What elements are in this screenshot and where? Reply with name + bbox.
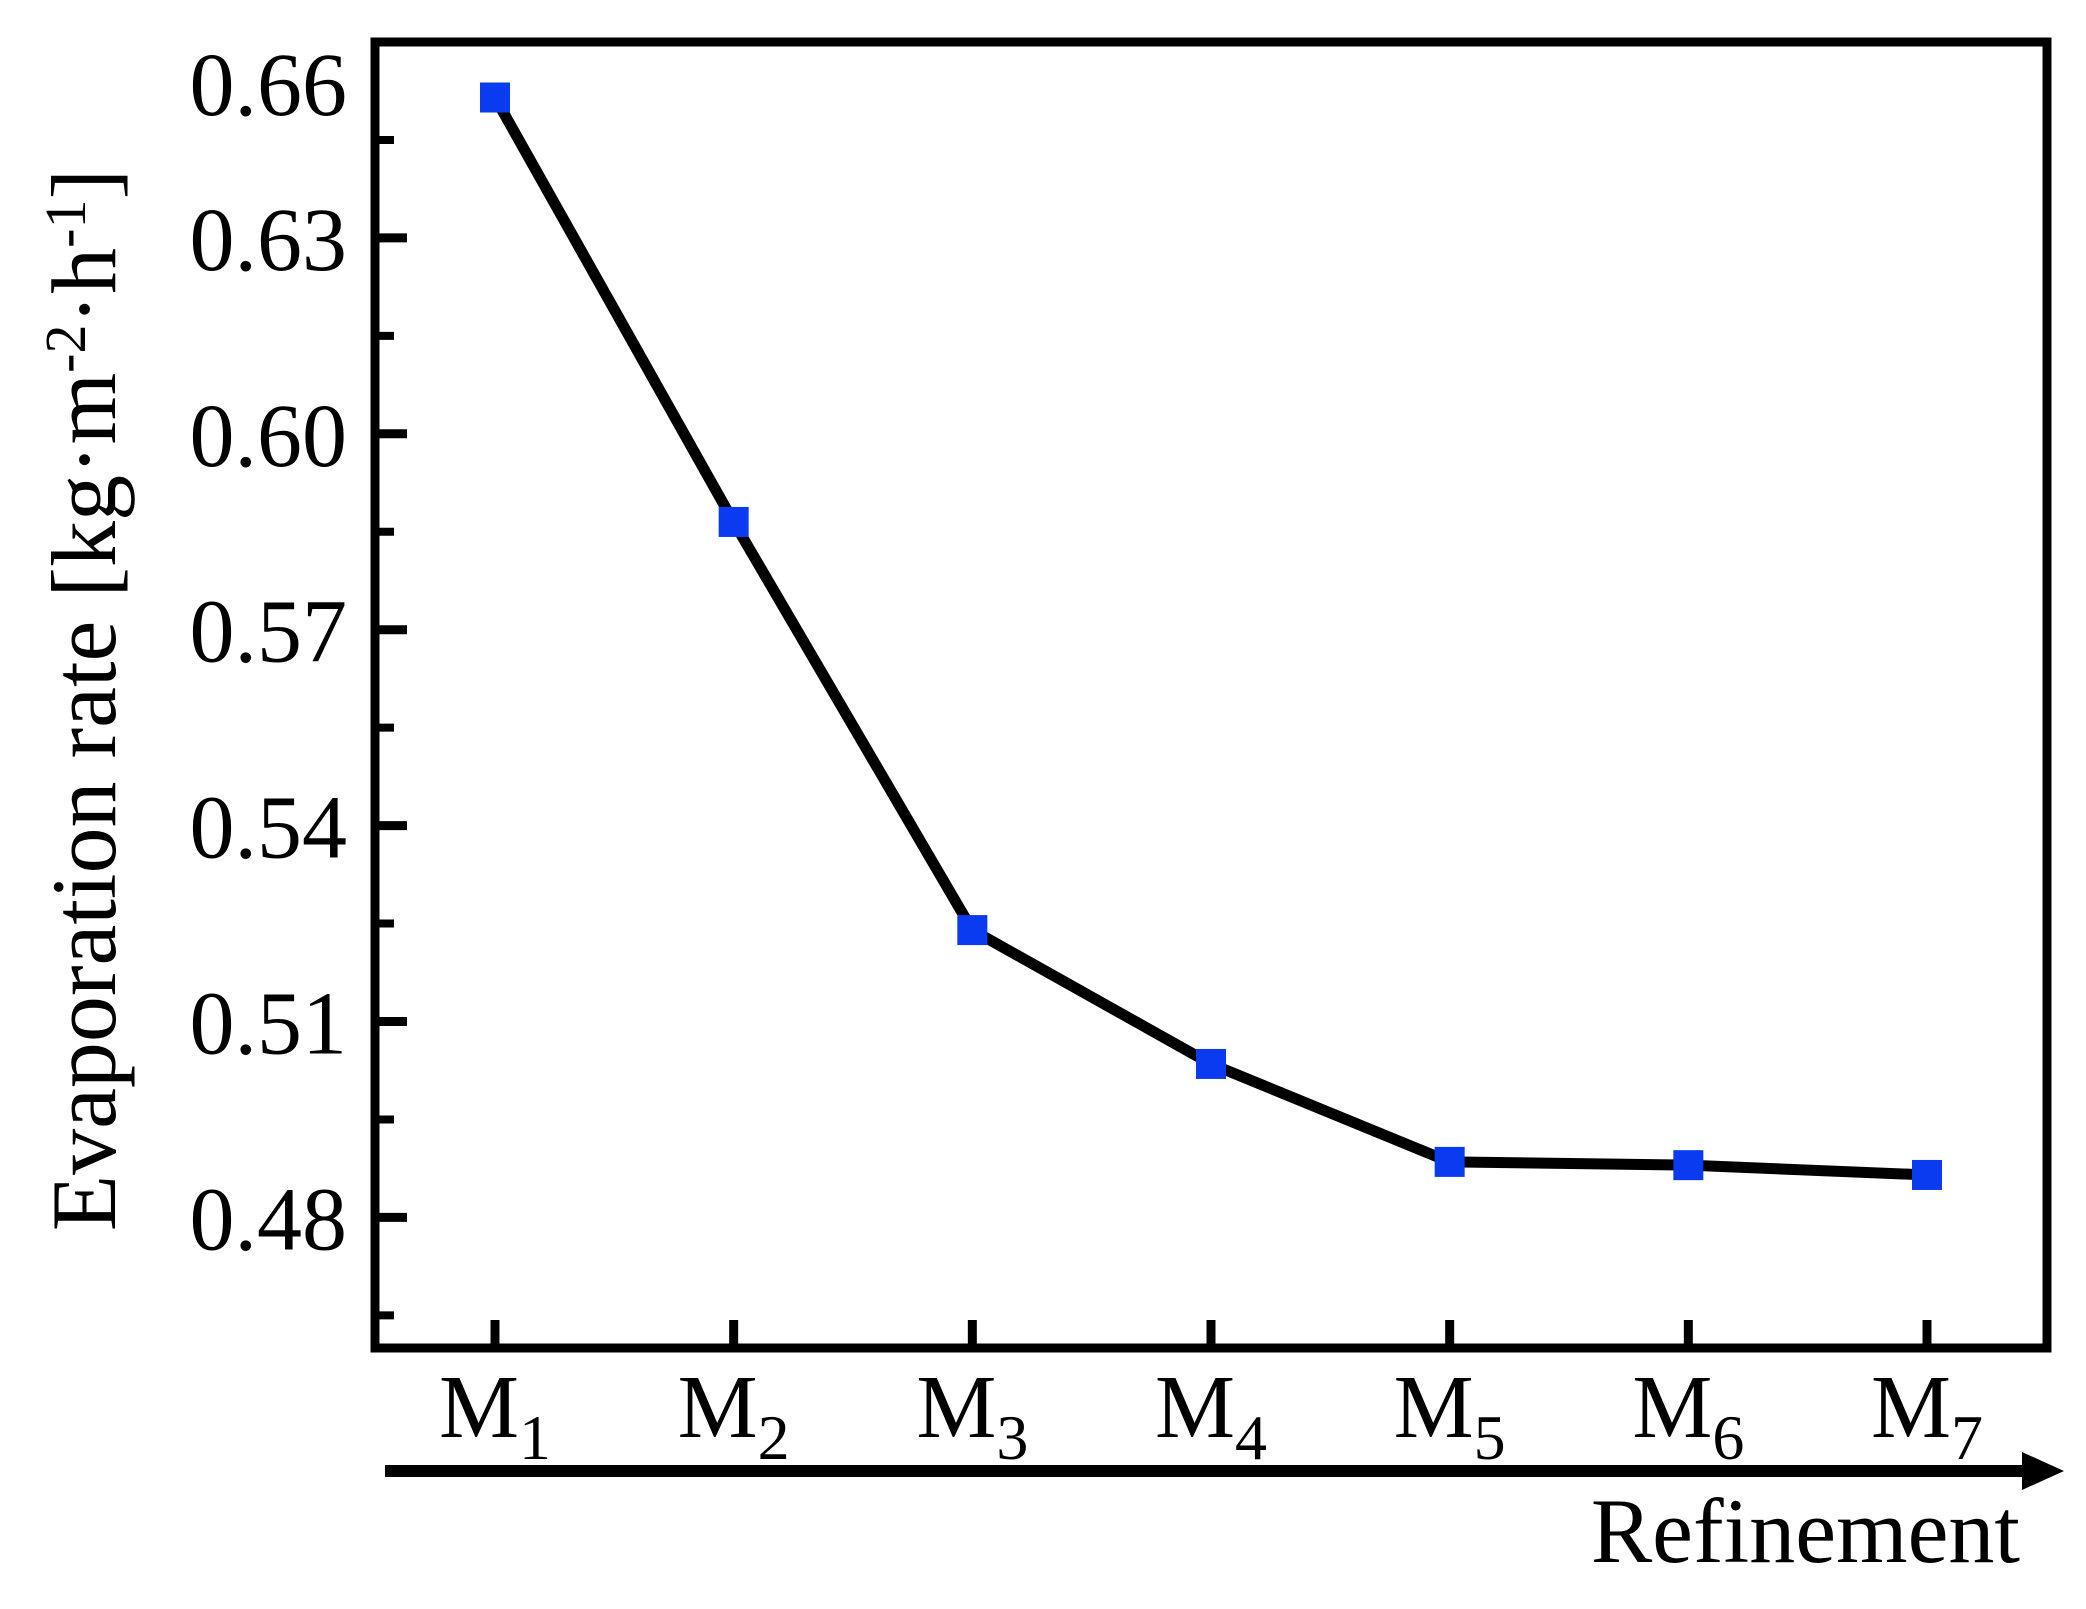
refinement-arrow	[385, 1452, 2064, 1490]
x-axis-ticks	[490, 1320, 1932, 1348]
x-tick-label: M4	[1155, 1358, 1267, 1473]
data-point-marker	[718, 506, 749, 537]
arrow-right-icon	[2022, 1452, 2064, 1490]
y-axis-major-ticks	[375, 37, 407, 1222]
x-tick-label: M3	[916, 1358, 1028, 1473]
data-series-line	[489, 92, 1933, 1181]
y-tick-label: 0.54	[190, 779, 348, 878]
data-point-marker	[1912, 1159, 1942, 1190]
x-tick-label: M6	[1632, 1358, 1744, 1473]
x-axis-tick-labels: M1 M2 M3 M4 M5 M6 M7	[439, 1358, 1983, 1473]
plot-frame	[370, 37, 2052, 1353]
y-tick-label: 0.48	[190, 1170, 348, 1269]
data-point-marker	[480, 82, 510, 113]
y-tick-label: 0.60	[190, 387, 348, 486]
y-tick-label: 0.66	[190, 36, 348, 135]
series-line	[489, 92, 1933, 1181]
y-tick-label: 0.51	[190, 975, 348, 1074]
x-tick-label: M2	[678, 1358, 790, 1473]
x-axis-title: Refinement	[1591, 1480, 2021, 1582]
y-axis-tick-labels: 0.48 0.51 0.54 0.57 0.60 0.63 0.66	[190, 36, 348, 1269]
data-series-markers	[480, 82, 1942, 1190]
data-point-marker	[1673, 1150, 1704, 1181]
x-tick-label: M1	[439, 1358, 551, 1473]
x-tick-label: M5	[1394, 1358, 1506, 1473]
x-tick-label: M7	[1871, 1358, 1983, 1473]
y-axis-title: Evaporation rate [kg·m-2·h-1]	[33, 169, 135, 1231]
y-tick-label: 0.63	[190, 191, 348, 290]
data-point-marker	[957, 915, 988, 946]
data-point-marker	[1434, 1146, 1465, 1177]
y-tick-label: 0.57	[190, 583, 348, 682]
y-axis-minor-ticks	[375, 135, 394, 1320]
data-point-marker	[1196, 1048, 1226, 1079]
